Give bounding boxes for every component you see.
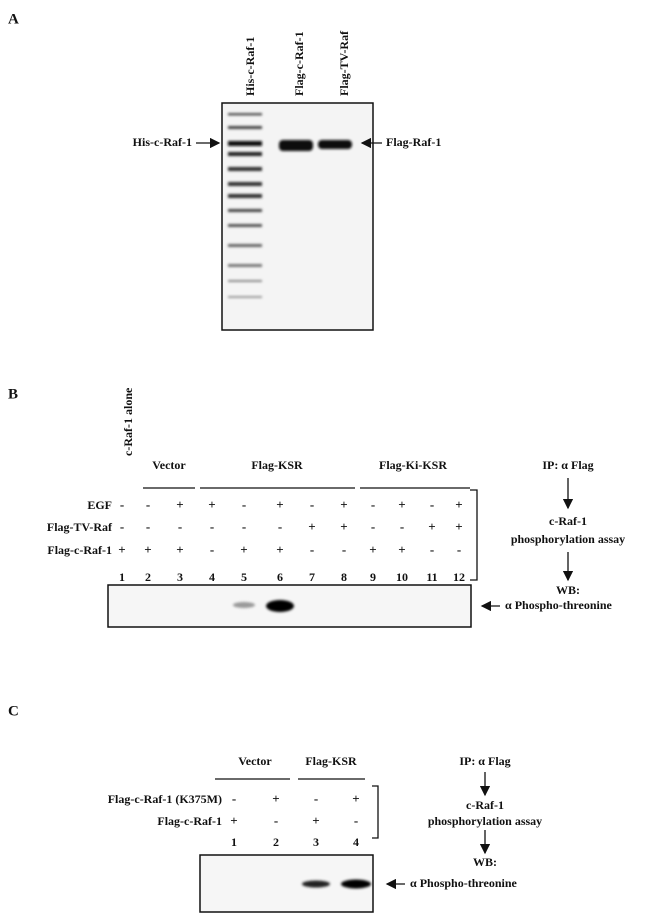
sign: + xyxy=(176,497,183,512)
group-label: Vector xyxy=(152,458,186,472)
panel-label: C xyxy=(8,703,19,719)
sign: + xyxy=(455,497,462,512)
sign: - xyxy=(274,813,278,828)
workflow-step: WB: xyxy=(556,583,580,597)
gel-a xyxy=(221,102,374,331)
sign: - xyxy=(342,542,346,557)
row-label: Flag-c-Raf-1 (K375M) xyxy=(108,792,222,806)
row-label: EGF xyxy=(87,498,112,512)
workflow-step: c-Raf-1 xyxy=(549,514,587,528)
readout: α Phospho-threonine xyxy=(410,876,518,890)
sign: - xyxy=(146,519,150,534)
workflow-step: IP: α Flag xyxy=(459,754,510,768)
gel-c-bands xyxy=(302,879,371,889)
sign: - xyxy=(146,497,150,512)
lane-label: Flag-TV-Raf xyxy=(337,30,351,96)
lane-label: His-c-Raf-1 xyxy=(243,37,257,96)
sign: + xyxy=(276,497,283,512)
sign: - xyxy=(178,519,182,534)
lane-number: 8 xyxy=(341,570,347,584)
lane-number: 11 xyxy=(426,570,437,584)
lane-number: 5 xyxy=(241,570,247,584)
sign: - xyxy=(314,791,318,806)
lane-number: 10 xyxy=(396,570,408,584)
lane-label: Flag-c-Raf-1 xyxy=(292,31,306,96)
group-label: Flag-KSR xyxy=(251,458,303,472)
gel-a-bands xyxy=(228,113,352,298)
sign: - xyxy=(210,519,214,534)
sign: + xyxy=(230,813,237,828)
sign: - xyxy=(242,519,246,534)
sign: + xyxy=(352,791,359,806)
bracket xyxy=(372,785,379,839)
sign: + xyxy=(118,542,125,557)
sign: + xyxy=(276,542,283,557)
sign: + xyxy=(398,497,405,512)
sign: - xyxy=(210,542,214,557)
readout: α Phospho-threonine xyxy=(505,598,613,612)
marker-label: His-c-Raf-1 xyxy=(133,135,192,149)
lane-number: 3 xyxy=(177,570,183,584)
sign: + xyxy=(369,542,376,557)
workflow-step: phosphorylation assay xyxy=(428,814,542,828)
lane-number: 1 xyxy=(119,570,125,584)
sign: - xyxy=(371,519,375,534)
sign: + xyxy=(176,542,183,557)
sign: + xyxy=(144,542,151,557)
group-label: Vector xyxy=(238,754,272,768)
lane-number: 6 xyxy=(277,570,283,584)
sign: - xyxy=(310,542,314,557)
sign: - xyxy=(457,542,461,557)
lane-number: 1 xyxy=(231,835,237,849)
lane-number: 2 xyxy=(273,835,279,849)
sign: - xyxy=(430,542,434,557)
lane-number: 4 xyxy=(209,570,215,584)
sign: + xyxy=(272,791,279,806)
sign: - xyxy=(371,497,375,512)
lane-number: 4 xyxy=(353,835,359,849)
workflow-step: WB: xyxy=(473,855,497,869)
panel-label: A xyxy=(8,11,19,27)
marker-label: Flag-Raf-1 xyxy=(386,135,441,149)
group-label: Flag-Ki-KSR xyxy=(379,458,447,472)
sign: + xyxy=(340,497,347,512)
bracket xyxy=(470,489,478,581)
panel-label: B xyxy=(8,386,18,402)
sign: - xyxy=(400,519,404,534)
sign: + xyxy=(240,542,247,557)
group-label: Flag-KSR xyxy=(305,754,357,768)
sign: - xyxy=(430,497,434,512)
lane-number: 7 xyxy=(309,570,315,584)
row-label: Flag-TV-Raf xyxy=(47,520,113,534)
sign: + xyxy=(340,519,347,534)
row-label: Flag-c-Raf-1 xyxy=(157,814,222,828)
lane-label: c-Raf-1 alone xyxy=(121,387,135,456)
sign: + xyxy=(312,813,319,828)
gel-b-bands xyxy=(233,600,294,612)
lane-number: 3 xyxy=(313,835,319,849)
lane-number: 9 xyxy=(370,570,376,584)
sign: - xyxy=(242,497,246,512)
workflow-step: IP: α Flag xyxy=(542,458,593,472)
sign: - xyxy=(354,813,358,828)
sign: + xyxy=(308,519,315,534)
sign: - xyxy=(310,497,314,512)
workflow-step: phosphorylation assay xyxy=(511,532,625,546)
sign: + xyxy=(398,542,405,557)
sign: - xyxy=(232,791,236,806)
sign: - xyxy=(120,497,124,512)
sign: + xyxy=(428,519,435,534)
lane-number: 2 xyxy=(145,570,151,584)
sign: - xyxy=(278,519,282,534)
sign: + xyxy=(455,519,462,534)
sign: + xyxy=(208,497,215,512)
row-label: Flag-c-Raf-1 xyxy=(47,543,112,557)
lane-number: 12 xyxy=(453,570,465,584)
workflow-step: c-Raf-1 xyxy=(466,798,504,812)
sign: - xyxy=(120,519,124,534)
